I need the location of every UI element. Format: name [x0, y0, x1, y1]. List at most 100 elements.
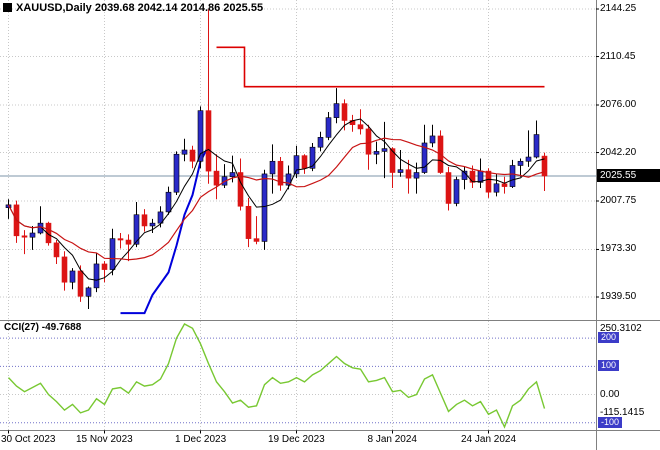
candle — [61, 251, 68, 291]
candle — [93, 252, 100, 293]
cci-zero-label: 0.00 — [600, 388, 620, 400]
price-axis-label[interactable]: 2007.75 — [600, 195, 637, 206]
time-axis-label[interactable]: 24 Jan 2024 — [461, 434, 517, 445]
candle — [149, 218, 156, 233]
price-axis-label[interactable]: 2110.45 — [600, 50, 636, 62]
cci-indicator-label: CCI(27) -49.7688 — [4, 322, 82, 333]
candle-body — [317, 137, 324, 148]
candle-body — [69, 270, 76, 283]
candle — [397, 150, 404, 177]
candle — [165, 186, 172, 215]
time-axis-label[interactable]: 19 Dec 2023 — [268, 434, 325, 445]
candle-body — [469, 170, 476, 183]
candle-body — [397, 169, 404, 173]
price-axis-label[interactable]: 1973.30 — [600, 243, 637, 255]
candle — [173, 151, 180, 196]
time-axis-label[interactable]: 15 Nov 2023 — [76, 434, 133, 445]
candle — [493, 173, 500, 197]
candle-body — [373, 151, 380, 155]
candle-body — [389, 148, 396, 173]
candle — [301, 154, 308, 174]
candle — [245, 197, 252, 248]
time-axis-label[interactable]: 1 Dec 2023 — [175, 434, 227, 445]
candle — [77, 265, 84, 302]
candle-body — [85, 287, 92, 297]
candle — [181, 138, 188, 162]
current-price-badge: 2025.55 — [597, 168, 660, 182]
time-axis-label[interactable]: 8 Jan 2024 — [367, 434, 418, 445]
candle-body — [493, 183, 500, 193]
candle-body — [133, 214, 140, 245]
candle — [373, 141, 380, 165]
candle-body — [413, 172, 420, 179]
candle-body — [309, 146, 316, 169]
axis-ticks — [8, 8, 599, 434]
candle — [517, 158, 524, 177]
candle-body — [157, 211, 164, 224]
candle-body — [53, 242, 60, 258]
candle — [365, 124, 372, 170]
candle-body — [149, 222, 156, 227]
candle — [29, 225, 36, 250]
candle-body — [77, 270, 84, 297]
cci-min-label: -115.1415 — [600, 407, 645, 418]
candle-body — [301, 155, 308, 169]
candle-body — [117, 238, 124, 241]
candle — [53, 240, 60, 264]
candle — [85, 286, 92, 309]
candle — [69, 268, 76, 290]
candle — [453, 176, 460, 207]
candle — [189, 145, 196, 169]
candle-body — [101, 263, 108, 270]
candle-body — [293, 155, 300, 175]
candle-body — [405, 169, 412, 179]
candle — [101, 261, 108, 283]
candle-body — [197, 110, 204, 162]
candle — [525, 130, 532, 167]
price-axis-label[interactable]: 2042.20 — [600, 146, 637, 158]
candle — [197, 106, 204, 169]
candle — [389, 147, 396, 188]
candle — [253, 216, 260, 245]
candle-body — [205, 110, 212, 172]
candle-body — [109, 238, 116, 270]
candle-body — [181, 149, 188, 155]
candle — [213, 154, 220, 200]
candle-body — [189, 149, 196, 162]
candle-body — [381, 148, 388, 152]
time-axis-label[interactable]: 30 Oct 2023 — [1, 434, 56, 445]
candle-body — [445, 172, 452, 204]
candle-body — [261, 173, 268, 242]
candle-body — [509, 165, 516, 187]
candle-body — [421, 142, 428, 173]
price-axis-label[interactable]: 1939.50 — [600, 291, 637, 302]
candle-body — [269, 160, 276, 175]
candle-body — [517, 160, 524, 166]
candle-body — [365, 128, 372, 155]
cci-level-badge: 100 — [598, 360, 620, 372]
candle-body — [93, 263, 100, 289]
price-axis-label[interactable]: 2144.25 — [600, 3, 637, 14]
candle — [269, 144, 276, 194]
candle-body — [285, 173, 292, 186]
candle-body — [253, 238, 260, 242]
candle-body — [357, 124, 364, 130]
cci-level-badge: -100 — [598, 416, 623, 428]
candle-body — [277, 160, 284, 186]
candle — [205, 9, 212, 184]
candle — [109, 228, 116, 276]
candle — [237, 158, 244, 211]
candle-body — [245, 205, 252, 239]
candle-body — [429, 135, 436, 144]
horizontal-gridlines — [0, 8, 596, 298]
candle-body — [541, 155, 548, 177]
price-axis-label[interactable]: 2076.00 — [600, 99, 637, 110]
candle — [333, 88, 340, 124]
candle-body — [333, 103, 340, 118]
candle-body — [165, 191, 172, 213]
candle-body — [325, 117, 332, 138]
candle-body — [125, 239, 132, 245]
